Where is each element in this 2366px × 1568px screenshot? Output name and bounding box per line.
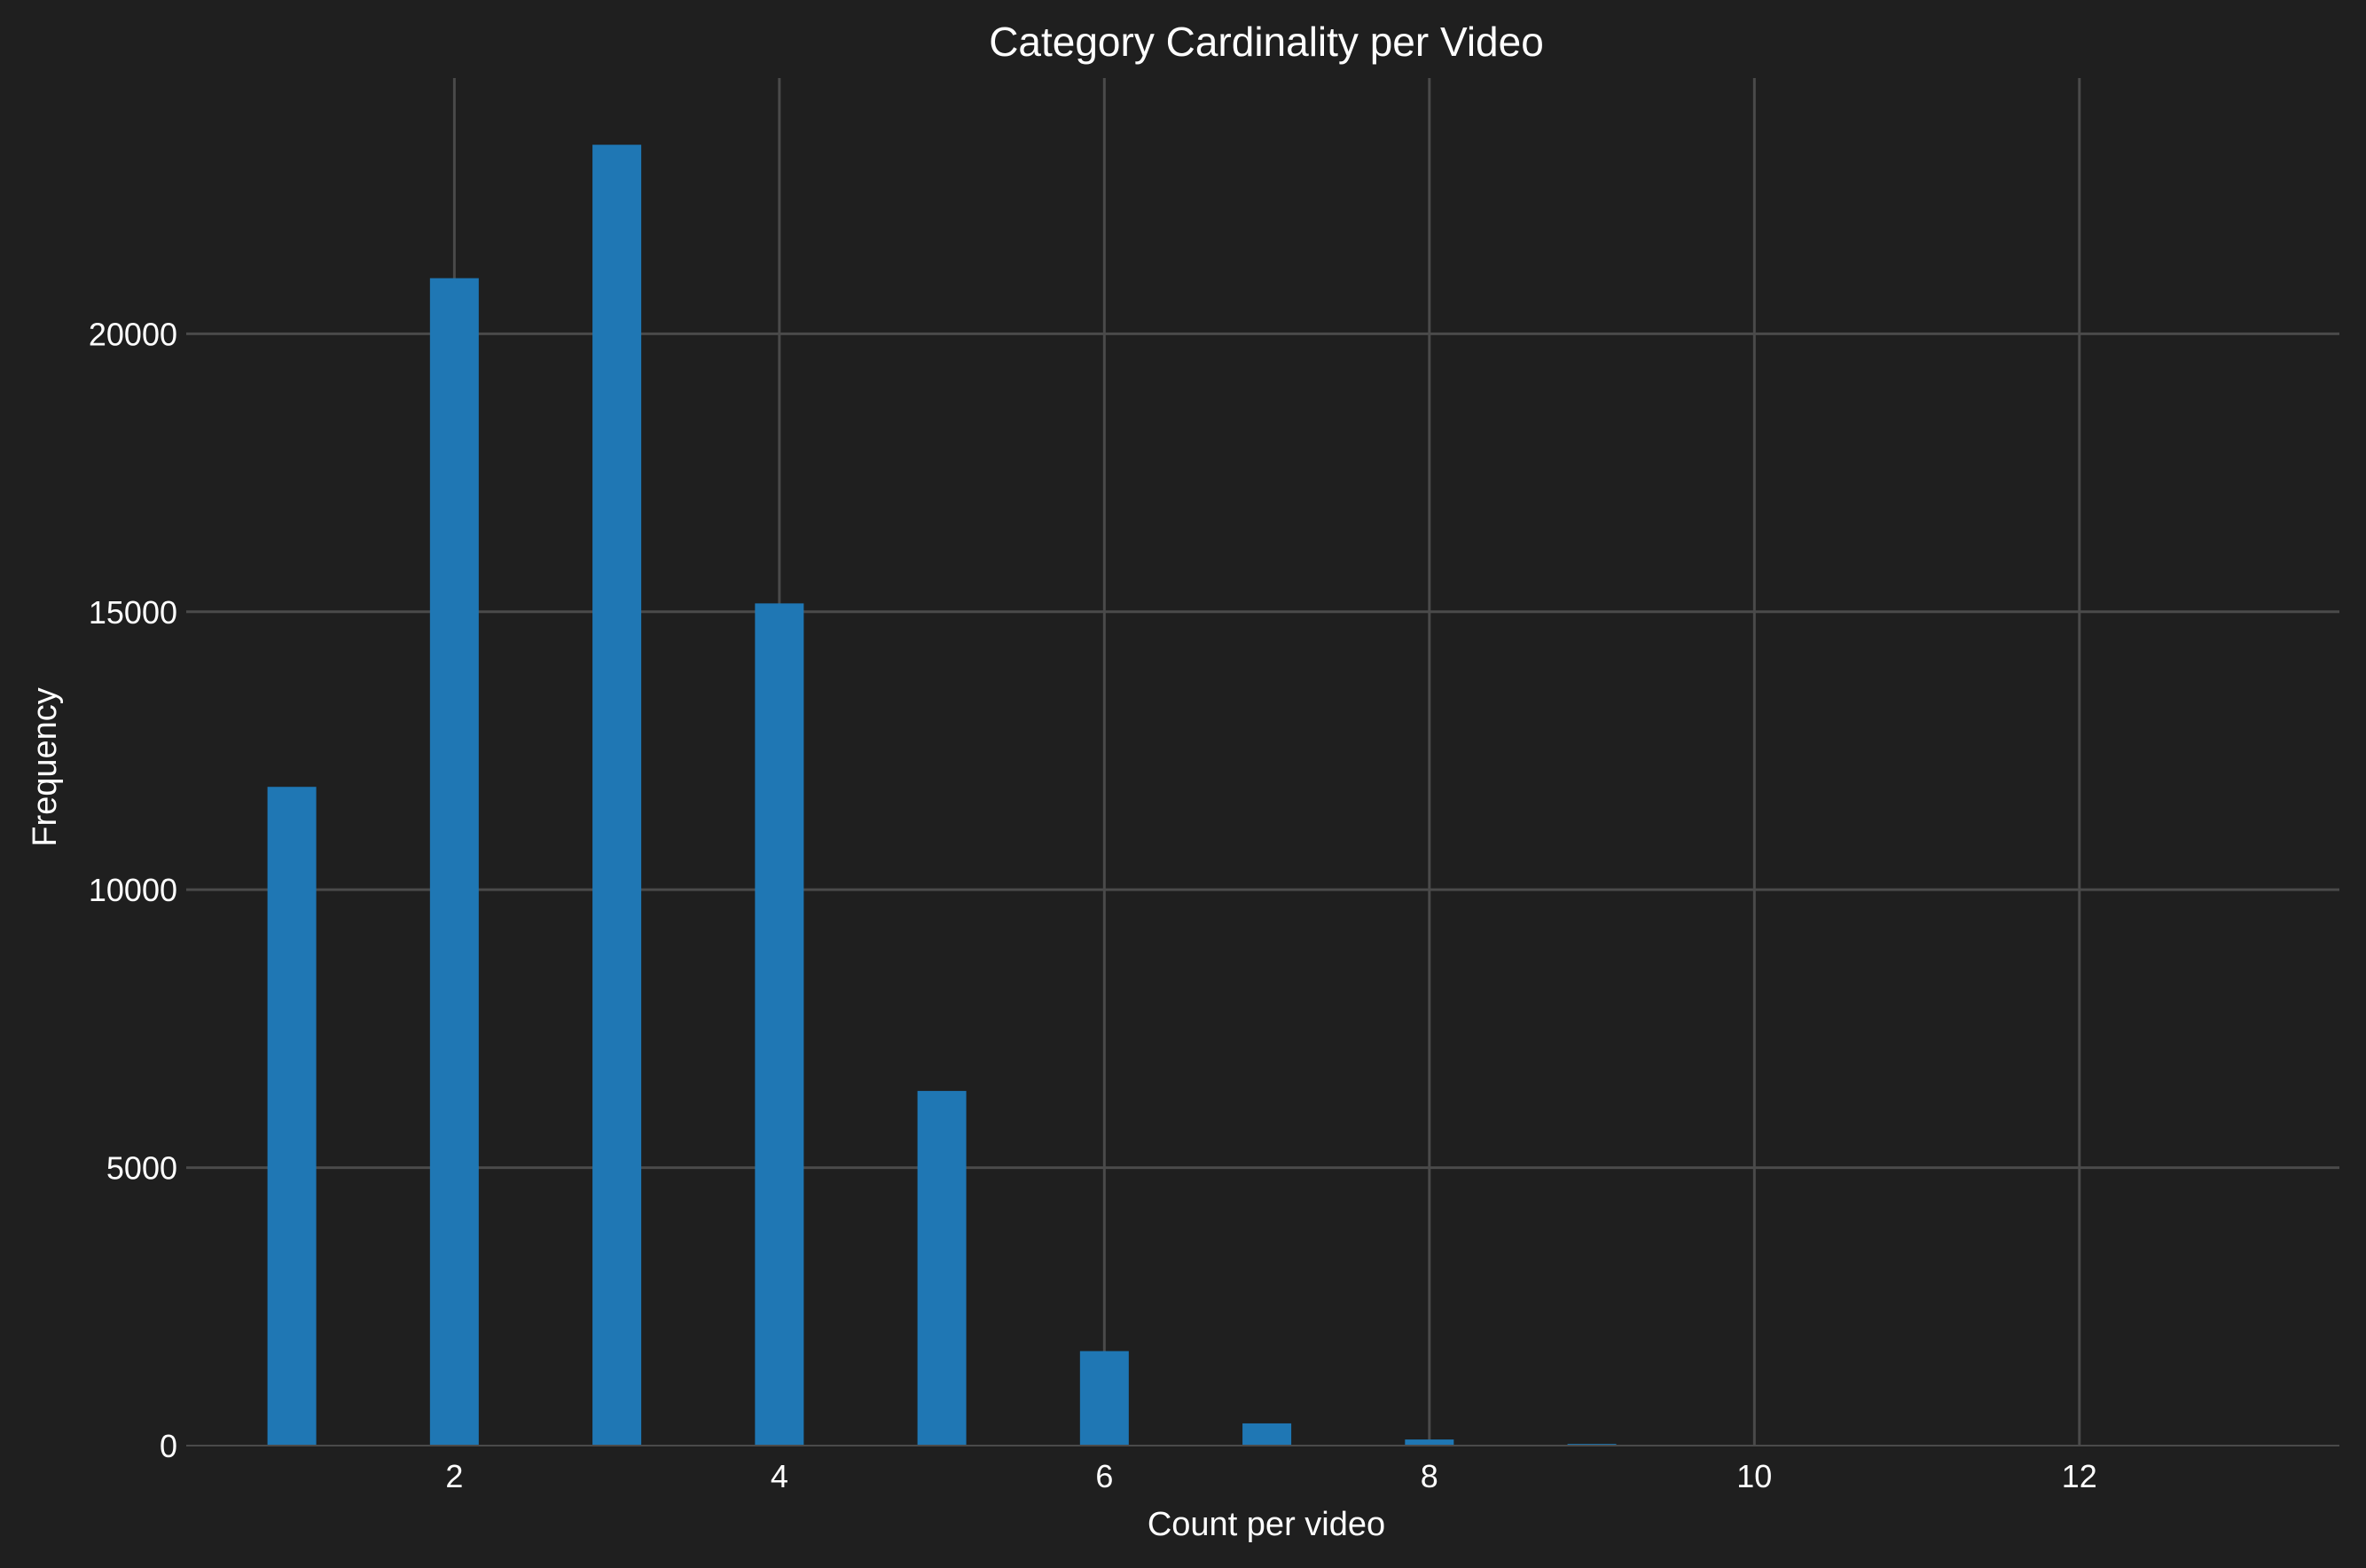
x-tick-label: 8 bbox=[1421, 1458, 1438, 1494]
grid-layer bbox=[186, 78, 2339, 1446]
histogram-bar bbox=[755, 603, 804, 1446]
chart-title: Category Cardinality per Video bbox=[989, 19, 1544, 65]
x-tick-label: 2 bbox=[445, 1458, 463, 1494]
histogram-bar bbox=[1079, 1351, 1129, 1446]
histogram-bar bbox=[1242, 1423, 1292, 1446]
histogram-bar bbox=[429, 278, 479, 1446]
x-axis-label: Count per video bbox=[1148, 1506, 1385, 1543]
histogram-bar bbox=[1405, 1439, 1454, 1446]
y-tick-label: 10000 bbox=[89, 872, 177, 908]
y-axis-label: Frequency bbox=[27, 687, 64, 847]
bar-layer bbox=[267, 145, 2267, 1446]
y-tick-label: 20000 bbox=[89, 316, 177, 352]
x-tick-label: 4 bbox=[771, 1458, 788, 1494]
x-tick-label: 10 bbox=[1736, 1458, 1772, 1494]
y-tick-label: 5000 bbox=[106, 1150, 177, 1187]
y-tick-label: 0 bbox=[160, 1428, 177, 1464]
histogram-bar bbox=[267, 787, 317, 1446]
x-tick-label: 6 bbox=[1095, 1458, 1113, 1494]
histogram-bar bbox=[592, 145, 642, 1446]
tick-layer: 2 4 6 8 10 12 0 5000 10000 15000 20000 bbox=[89, 316, 2097, 1494]
x-tick-label: 12 bbox=[2062, 1458, 2097, 1494]
y-tick-label: 15000 bbox=[89, 594, 177, 631]
histogram-bar bbox=[917, 1091, 967, 1446]
